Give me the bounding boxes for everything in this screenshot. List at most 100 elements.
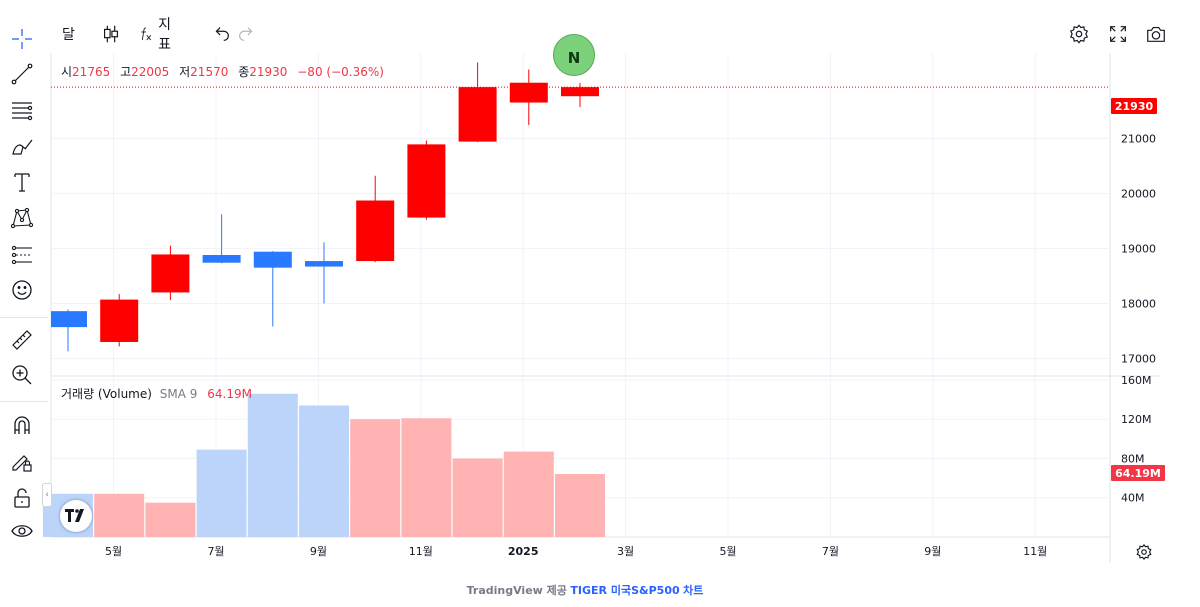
high-value: 22005 [131, 65, 170, 79]
candle [458, 62, 497, 143]
text-icon [14, 173, 30, 192]
price-tick-label: 19000 [1121, 242, 1156, 255]
interval-label: 달 [62, 27, 75, 43]
toolbar-divider [0, 401, 48, 402]
magnet-tool[interactable] [6, 410, 38, 440]
settings-button[interactable] [1063, 18, 1095, 50]
volume-sma-label: SMA 9 [159, 387, 198, 401]
time-tick-label: 7월 [822, 545, 839, 558]
candle [51, 309, 87, 352]
candle-body [51, 311, 87, 328]
ruler-icon [12, 330, 32, 350]
candle-body [151, 254, 190, 293]
zoom-tool[interactable] [6, 360, 38, 390]
attribution-tail: 차트 [683, 584, 704, 597]
volume-sma-value: 64.19M [207, 387, 252, 401]
time-tick-label: 5월 [719, 545, 736, 558]
forecast-tool[interactable] [6, 240, 38, 270]
candle-body [561, 87, 599, 97]
volume-value-badge: 64.19M [1111, 465, 1165, 481]
redo-button[interactable] [236, 18, 258, 50]
redo-icon [239, 27, 253, 42]
candle [100, 294, 139, 347]
candle-body [305, 261, 343, 267]
fx-icon [141, 27, 152, 41]
attribution-link[interactable]: TIGER 미국S&P500 [570, 584, 680, 597]
low-label: 저 [179, 65, 191, 79]
candle [151, 245, 190, 301]
ruler-tool[interactable] [6, 325, 38, 355]
candle [509, 69, 548, 126]
candle-body [100, 299, 139, 342]
chart-type-button[interactable] [100, 18, 122, 50]
candle [202, 214, 241, 264]
open-value: 21765 [72, 65, 111, 79]
fullscreen-button[interactable] [1102, 18, 1134, 50]
open-label: 시 [61, 65, 73, 79]
volume-legend-name: 거래량 (Volume) [61, 387, 152, 401]
volume-bar [196, 449, 247, 537]
settings-icon [1136, 543, 1152, 561]
news-marker[interactable]: N [553, 34, 595, 76]
fib-icon [12, 102, 33, 121]
fib-tool[interactable] [6, 95, 38, 125]
high-label: 고 [120, 65, 132, 79]
axis-settings-button[interactable] [1133, 541, 1155, 563]
tradingview-logo[interactable] [60, 500, 92, 532]
hide-drawings-tool[interactable] [6, 516, 38, 546]
text-tool[interactable] [6, 167, 38, 197]
candle [561, 82, 599, 107]
candle-body [407, 144, 446, 218]
ohlc-legend: 시21765 고22005 저21570 종21930 −80 (−0.36%) [61, 63, 390, 80]
collapse-toolbar-button[interactable]: ‹ [42, 483, 52, 507]
volume-bar [401, 418, 452, 537]
attribution-lead: TradingView 제공 [466, 584, 567, 597]
camera-icon [1147, 26, 1165, 42]
interval-button[interactable]: 달 [62, 18, 75, 50]
pattern-icon [10, 207, 34, 229]
tradingview-logo-icon [65, 509, 84, 522]
price-tick-label: 20000 [1121, 187, 1156, 200]
volume-tick-label: 80M [1121, 452, 1145, 465]
snapshot-button[interactable] [1140, 18, 1172, 50]
candle [356, 175, 395, 263]
brush-tool[interactable] [6, 132, 38, 162]
volume-bar [299, 405, 349, 537]
trend-line-icon [11, 63, 33, 85]
candle-body [458, 87, 497, 142]
undo-button[interactable] [210, 18, 232, 50]
lock-icon [14, 488, 30, 508]
trend-line-tool[interactable] [6, 59, 38, 89]
forecast-icon [11, 245, 32, 265]
volume-tick-label: 120M [1121, 413, 1152, 426]
price-tick-label: 17000 [1121, 352, 1156, 365]
volume-tick-label: 160M [1121, 374, 1152, 387]
volume-legend[interactable]: 거래량 (Volume) SMA 9 64.19M [61, 385, 252, 402]
lock-drawings-tool[interactable] [6, 447, 38, 477]
emoji-tool[interactable] [6, 275, 38, 305]
indicators-label: 지표 [158, 17, 171, 53]
pattern-tool[interactable] [6, 203, 38, 233]
time-tick-label: 5월 [105, 545, 122, 558]
time-tick-label: 3월 [617, 545, 634, 558]
time-tick-label: 11월 [1023, 545, 1047, 558]
settings-icon [1069, 24, 1089, 44]
close-label: 종 [238, 65, 250, 79]
volume-bar [350, 419, 401, 537]
volume-tick-label: 40M [1121, 492, 1145, 505]
toolbar-divider [0, 317, 48, 318]
brush-icon [12, 139, 33, 155]
change-value: −80 (−0.36%) [297, 65, 384, 79]
lock-tool[interactable] [6, 483, 38, 513]
crosshair-icon [12, 29, 32, 49]
magnet-icon [14, 416, 30, 434]
candle-body [509, 82, 548, 103]
indicators-button[interactable]: 지표 [138, 17, 177, 53]
candle-body [253, 251, 292, 268]
time-tick-label: 2025 [508, 545, 539, 558]
candles-icon [103, 25, 119, 43]
close-value: 21930 [249, 65, 288, 79]
crosshair-tool[interactable] [6, 24, 38, 54]
low-value: 21570 [190, 65, 229, 79]
